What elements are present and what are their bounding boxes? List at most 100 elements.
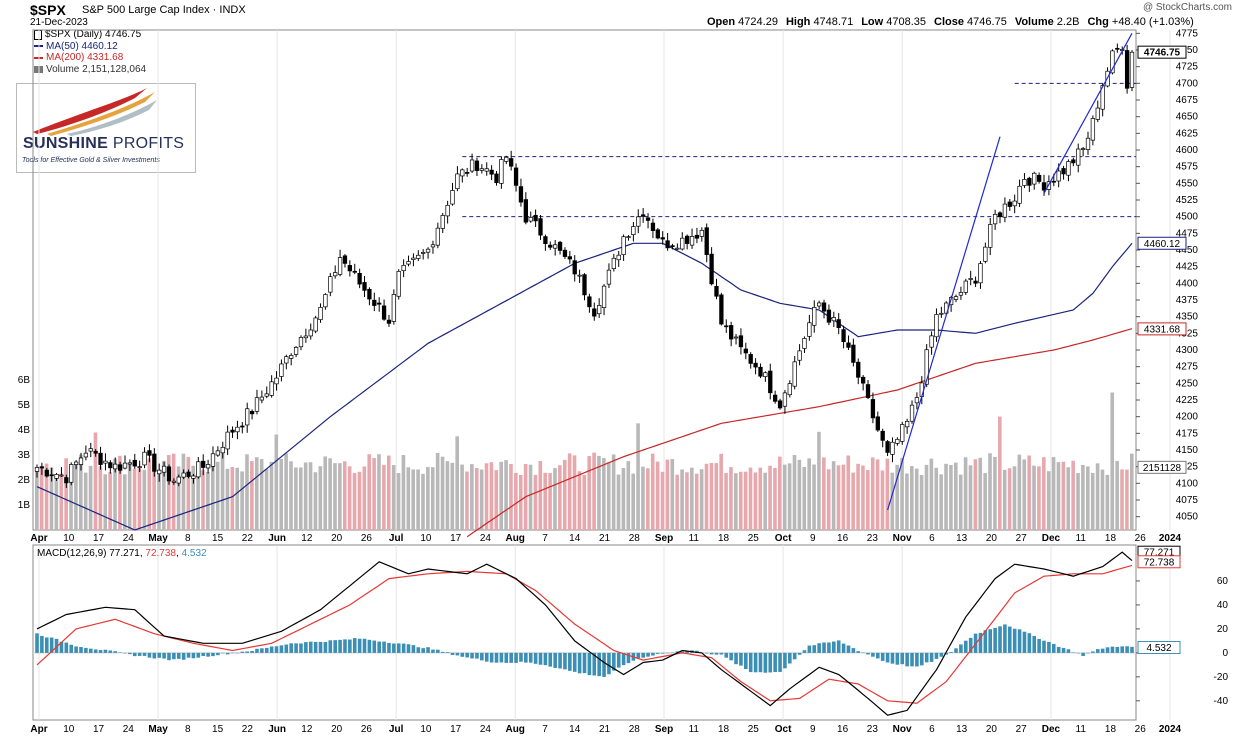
date-axis-label: May [148, 533, 168, 544]
date-axis-label: Oct [775, 533, 792, 544]
macd-histogram-bar [846, 645, 851, 653]
macd-signal-line [36, 564, 1133, 704]
macd-histogram-bar [592, 652, 597, 676]
volume-bar [352, 473, 357, 530]
trend-line [1043, 33, 1133, 194]
price-candle [528, 217, 533, 222]
volume-bar [924, 464, 929, 530]
price-candle [274, 377, 279, 385]
macd-histogram-bar [572, 652, 577, 672]
volume-bar [186, 456, 191, 530]
price-candle [78, 457, 84, 465]
macd-label-box: 4.532 [1137, 640, 1181, 654]
price-axis-label: 4775 [1176, 28, 1199, 39]
date-axis-label: 23 [867, 533, 879, 544]
price-axis-label: 4325 [1176, 328, 1199, 339]
price-candle [64, 477, 69, 484]
volume-bar [230, 467, 235, 530]
price-candle [328, 276, 333, 293]
date-axis-label: 12 [301, 724, 313, 735]
price-candle [225, 431, 230, 450]
date-axis-label: 17 [450, 533, 462, 544]
price-candle [161, 465, 167, 473]
macd-histogram-bar [587, 652, 592, 676]
price-candle [455, 173, 460, 190]
macd-histogram-bar [98, 650, 103, 653]
volume-bar [626, 461, 631, 530]
price-candle [636, 216, 641, 227]
price-candle [499, 159, 504, 184]
macd-label-value: 4.532 [1146, 643, 1171, 654]
price-candle [772, 394, 778, 402]
volume-bar [284, 453, 288, 530]
macd-histogram-bar [172, 652, 176, 660]
macd-histogram-bar [264, 647, 269, 653]
date-axis-label: 17 [450, 724, 462, 735]
volume-bar [905, 473, 909, 530]
macd-histogram-bar [255, 648, 259, 653]
price-label-value: 4746.75 [1144, 48, 1181, 59]
volume-bar [377, 454, 381, 530]
macd-histogram-bar [108, 650, 113, 653]
date-axis-label: 20 [331, 724, 343, 735]
macd-histogram-bar [343, 639, 347, 653]
volume-bar [64, 458, 68, 530]
volume-bar [445, 461, 450, 530]
volume-bar [885, 458, 890, 530]
macd-histogram-bar [274, 646, 279, 653]
price-candle [988, 224, 993, 248]
volume-bar [841, 464, 846, 530]
price-candle [802, 338, 807, 349]
macd-histogram-bar [196, 652, 201, 658]
price-candle [230, 429, 235, 433]
macd-histogram-bar [646, 652, 650, 657]
volume-bar [528, 464, 533, 530]
macd-histogram-bar [240, 651, 245, 653]
macd-histogram-bar [367, 639, 372, 653]
macd-histogram-bar [269, 646, 274, 653]
volume-bar [963, 457, 968, 530]
volume-bar [215, 461, 220, 530]
price-candle [201, 460, 206, 468]
date-axis-label: 7 [542, 533, 548, 544]
macd-histogram-bar [191, 652, 196, 659]
price-label-value: 2151128 [1143, 463, 1182, 474]
volume-bar [1100, 469, 1105, 530]
price-candle [538, 218, 543, 236]
macd-histogram-bar [484, 652, 489, 662]
price-axis-label: 4550 [1176, 178, 1199, 189]
macd-histogram-bar [1022, 631, 1027, 653]
date-axis-label: 18 [1105, 724, 1117, 735]
volume-bar [533, 474, 538, 530]
price-candle [567, 256, 572, 260]
volume-bar [724, 472, 728, 530]
volume-bar [509, 463, 513, 530]
price-candle [831, 317, 836, 322]
volume-bar [851, 472, 855, 530]
logo-tagline: Tools for Effective Gold & Silver Invest… [22, 157, 160, 164]
ma50-line [36, 242, 1133, 531]
price-candle [59, 474, 64, 477]
volume-bar [450, 462, 455, 530]
price-candle [440, 215, 445, 229]
macd-histogram-bar [294, 643, 298, 653]
volume-axis-label: 5B [18, 400, 31, 411]
macd-histogram-bar [206, 652, 210, 657]
volume-bar [1056, 462, 1061, 530]
volume-bar [118, 455, 122, 530]
price-candle [587, 296, 592, 308]
date-axis-label: 23 [867, 724, 879, 735]
volume-bar [694, 473, 699, 530]
price-candle [729, 325, 734, 340]
macd-label-value: 77.271 [1144, 548, 1175, 559]
volume-bar [944, 463, 948, 530]
volume-bar [680, 469, 684, 530]
volume-bar [611, 454, 616, 530]
volume-bar [1012, 466, 1017, 530]
macd-histogram-bar [1017, 629, 1022, 653]
volume-bar [1071, 460, 1075, 530]
volume-bar [401, 455, 406, 530]
macd-hist-value: 4.532 [182, 548, 207, 559]
macd-histogram-bar [709, 652, 714, 655]
price-candle [890, 441, 895, 455]
